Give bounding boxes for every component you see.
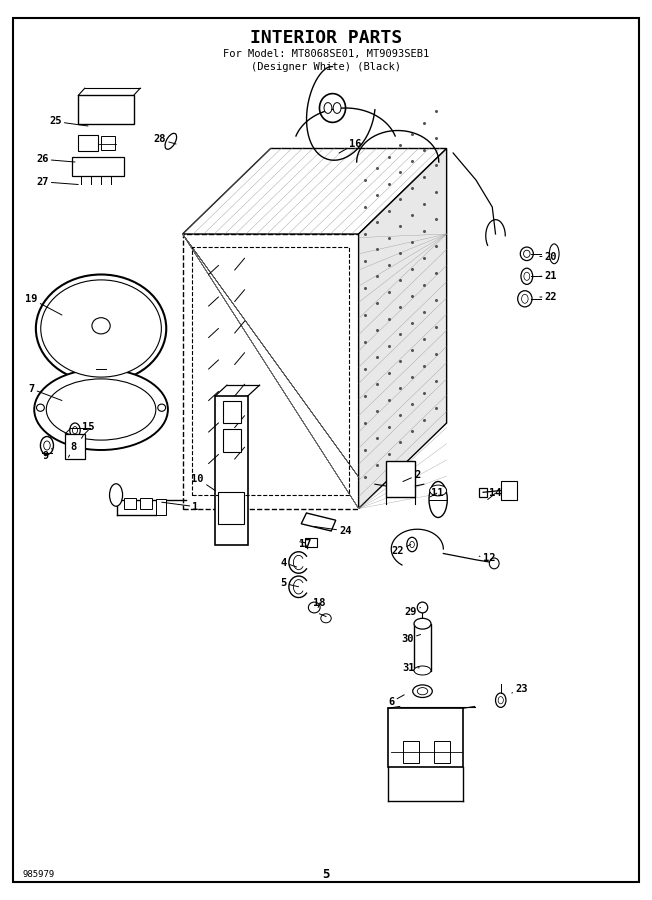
Bar <box>223 429 241 452</box>
Ellipse shape <box>518 291 532 307</box>
Bar <box>78 95 134 124</box>
Bar <box>434 741 450 763</box>
Bar <box>183 234 359 508</box>
Text: 985979: 985979 <box>23 870 55 879</box>
Ellipse shape <box>414 618 431 629</box>
Bar <box>388 708 463 767</box>
Text: 9: 9 <box>42 448 52 462</box>
Text: 7: 7 <box>28 383 62 400</box>
Ellipse shape <box>521 268 533 284</box>
Ellipse shape <box>429 482 447 517</box>
Text: 16: 16 <box>339 139 362 153</box>
Ellipse shape <box>417 688 428 695</box>
Ellipse shape <box>308 602 320 613</box>
Text: 6: 6 <box>388 695 404 707</box>
Text: For Model: MT8068SE01, MT9093SEB1: For Model: MT8068SE01, MT9093SEB1 <box>223 49 429 59</box>
Bar <box>414 624 431 670</box>
Ellipse shape <box>321 614 331 623</box>
Text: 2: 2 <box>403 470 421 482</box>
Ellipse shape <box>417 602 428 613</box>
Ellipse shape <box>36 274 166 382</box>
Bar <box>223 400 241 423</box>
Ellipse shape <box>158 404 166 411</box>
Text: 14: 14 <box>488 488 502 500</box>
Bar <box>140 498 152 508</box>
Bar <box>65 434 85 459</box>
Text: 24: 24 <box>314 526 352 536</box>
Text: 26: 26 <box>36 154 75 165</box>
Text: 18: 18 <box>313 598 326 608</box>
Ellipse shape <box>35 369 168 450</box>
Text: 21: 21 <box>540 271 557 282</box>
Text: 10: 10 <box>191 473 215 491</box>
Text: 20: 20 <box>540 251 557 262</box>
Text: 15: 15 <box>82 422 95 438</box>
Ellipse shape <box>407 537 417 552</box>
Text: 22: 22 <box>540 292 557 302</box>
Ellipse shape <box>489 558 499 569</box>
Text: 19: 19 <box>25 293 62 315</box>
Polygon shape <box>301 513 336 531</box>
Text: INTERIOR PARTS: INTERIOR PARTS <box>250 29 402 47</box>
Ellipse shape <box>414 666 431 675</box>
Text: 4: 4 <box>280 557 297 568</box>
Bar <box>215 396 248 544</box>
Text: 28: 28 <box>153 134 176 145</box>
Ellipse shape <box>430 485 447 496</box>
Ellipse shape <box>40 436 53 454</box>
Bar <box>101 136 115 150</box>
Bar <box>124 498 136 508</box>
Bar <box>218 492 244 524</box>
Ellipse shape <box>324 103 332 113</box>
Text: (Designer White) (Black): (Designer White) (Black) <box>251 61 401 72</box>
Bar <box>192 248 349 495</box>
Ellipse shape <box>72 427 78 434</box>
Ellipse shape <box>524 250 530 257</box>
Text: 5: 5 <box>322 868 330 881</box>
Text: 27: 27 <box>36 176 78 187</box>
Ellipse shape <box>319 94 346 122</box>
Bar <box>479 488 487 497</box>
Ellipse shape <box>37 404 44 411</box>
Bar <box>72 157 124 176</box>
Ellipse shape <box>522 294 528 303</box>
Text: 17: 17 <box>299 538 312 549</box>
Bar <box>386 461 415 497</box>
Ellipse shape <box>110 484 123 506</box>
Bar <box>78 135 98 151</box>
Text: 22: 22 <box>391 544 411 556</box>
Text: 30: 30 <box>401 634 421 644</box>
Ellipse shape <box>44 441 50 450</box>
Polygon shape <box>183 148 447 234</box>
Bar <box>501 481 517 500</box>
Ellipse shape <box>498 697 503 704</box>
Bar <box>156 499 166 515</box>
Text: 5: 5 <box>280 578 299 589</box>
Ellipse shape <box>409 541 414 547</box>
Polygon shape <box>359 148 447 508</box>
Ellipse shape <box>92 318 110 334</box>
Text: 31: 31 <box>402 662 419 673</box>
Bar <box>403 741 419 763</box>
Text: 25: 25 <box>49 116 88 127</box>
Text: 23: 23 <box>512 683 528 694</box>
Ellipse shape <box>46 379 156 440</box>
Ellipse shape <box>524 273 529 281</box>
Ellipse shape <box>333 103 341 113</box>
Text: 29: 29 <box>404 607 421 617</box>
Ellipse shape <box>520 248 533 261</box>
Text: 1: 1 <box>162 501 199 512</box>
Ellipse shape <box>40 280 161 377</box>
Ellipse shape <box>165 133 177 149</box>
Text: 12: 12 <box>479 553 496 563</box>
Bar <box>305 538 317 547</box>
Text: 11: 11 <box>430 488 443 499</box>
Text: 8: 8 <box>68 442 77 457</box>
Ellipse shape <box>496 693 506 707</box>
Ellipse shape <box>413 685 432 698</box>
Ellipse shape <box>549 244 559 264</box>
Ellipse shape <box>70 423 80 437</box>
